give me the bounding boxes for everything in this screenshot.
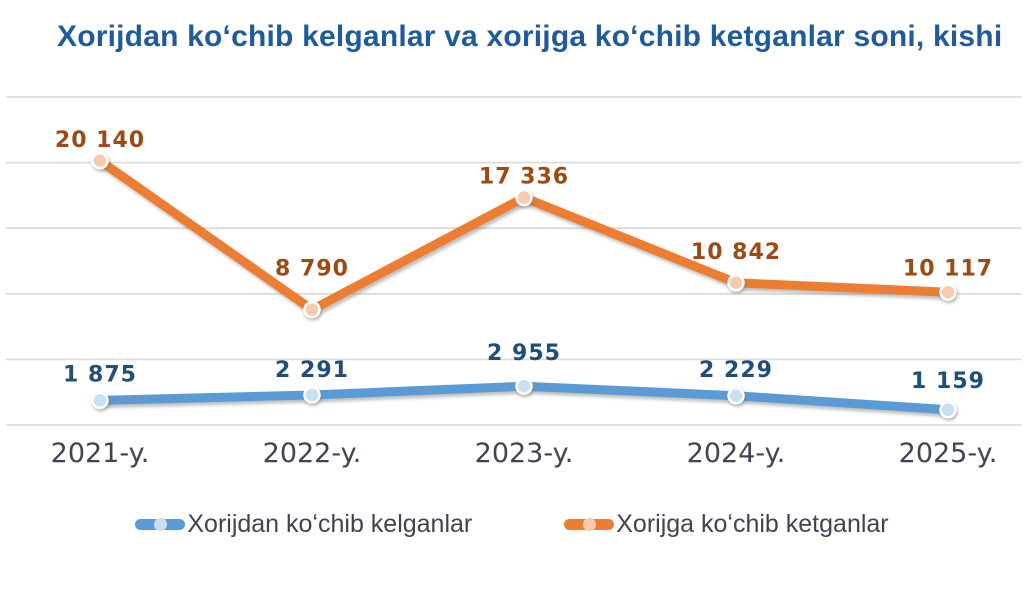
data-point-marker — [303, 386, 321, 404]
x-axis-label: 2022-y. — [263, 438, 362, 469]
legend-item-incoming: Xorijdan koʻchib kelganlar — [135, 510, 472, 539]
x-axis-label: 2021-y. — [51, 438, 150, 469]
data-point-marker — [727, 274, 745, 292]
data-label: 8 790 — [275, 257, 349, 282]
legend-label: Xorijdan koʻchib kelganlar — [187, 510, 473, 538]
data-point-marker — [727, 387, 745, 405]
data-label: 17 336 — [479, 165, 569, 190]
data-point-marker — [91, 152, 109, 170]
chart-title: Xorijdan koʻchib kelganlar va xorijga ko… — [57, 20, 1003, 53]
data-label: 2 955 — [487, 341, 561, 366]
legend-marker-dot-icon — [153, 518, 167, 531]
data-point-marker — [939, 401, 957, 419]
data-label: 1 159 — [911, 369, 985, 394]
data-point-marker — [303, 300, 321, 319]
x-axis-label: 2025-y. — [899, 438, 998, 469]
data-point-marker — [91, 391, 109, 410]
data-point-marker — [515, 188, 533, 207]
legend-item-outgoing: Xorijga koʻchib ketganlar — [564, 510, 889, 539]
x-axis-label: 2023-y. — [475, 438, 574, 469]
data-label: 2 291 — [275, 358, 349, 383]
legend-line-marker-icon — [135, 518, 186, 531]
legend-label: Xorijga koʻchib ketganlar — [616, 510, 889, 538]
data-label: 2 229 — [699, 358, 773, 383]
chart-legend: Xorijdan koʻchib kelganlar Xorijga koʻchi… — [0, 510, 1024, 539]
data-label: 1 875 — [63, 362, 137, 387]
legend-line-marker-icon — [564, 518, 615, 531]
data-point-marker — [515, 377, 533, 395]
x-axis-label: 2024-y. — [687, 438, 786, 469]
legend-marker-dot-icon — [582, 518, 596, 531]
data-label: 10 117 — [903, 256, 993, 281]
data-label: 20 140 — [55, 128, 145, 153]
data-label: 10 842 — [691, 240, 781, 265]
data-point-marker — [939, 283, 957, 302]
